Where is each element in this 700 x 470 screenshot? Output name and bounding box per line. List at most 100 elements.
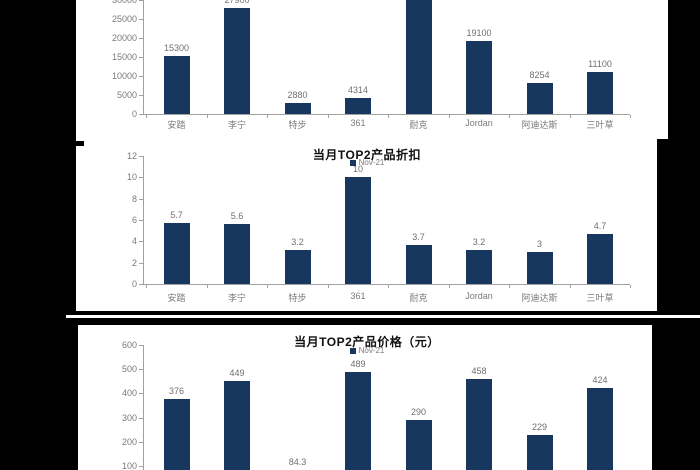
y-tick-mark: [139, 262, 143, 264]
bar-李宁: [224, 7, 250, 114]
x-tick-mark: [630, 285, 632, 288]
bar-item-5: [466, 379, 492, 470]
y-tick-mark: [139, 198, 143, 200]
category-label: 安踏: [167, 120, 186, 129]
bar-value-label: 4.7: [593, 220, 607, 231]
y-tick-label: 400: [121, 388, 137, 399]
bar-耐克: [405, 244, 432, 284]
stitch-dash: [74, 141, 84, 146]
category-label: 361: [350, 118, 366, 128]
category-label: 李宁: [227, 120, 246, 129]
y-tick-mark: [139, 57, 143, 58]
category-label: 耐克: [409, 293, 428, 302]
x-tick-mark: [327, 115, 329, 118]
bar-value-label: 3.2: [291, 236, 304, 247]
y-tick-label: 100: [121, 461, 137, 470]
y-tick-label: 6: [131, 214, 137, 225]
x-axis-line: [143, 284, 630, 285]
bar-361: [345, 97, 371, 114]
bar-value-label: 15300: [163, 42, 190, 53]
bar-value-label: 229: [531, 421, 548, 432]
x-tick-mark: [509, 285, 511, 288]
y-tick-mark: [139, 417, 143, 419]
price-chart-legend: Nov-21: [322, 346, 412, 355]
x-tick-mark: [146, 115, 148, 118]
bar-value-label: 84.3: [288, 457, 307, 468]
y-tick-mark: [139, 441, 143, 443]
bar-value-label: 5.6: [230, 211, 244, 222]
x-tick-mark: [267, 115, 269, 118]
y-tick-mark: [139, 241, 143, 243]
y-tick-mark: [139, 344, 143, 346]
bar-阿迪达斯: [526, 82, 553, 114]
category-label: 耐克: [409, 120, 428, 129]
y-tick-label: 300: [121, 412, 137, 423]
y-tick-mark: [139, 38, 143, 39]
bar-item-6: [526, 434, 553, 470]
bar-value-label: 2880: [287, 90, 308, 101]
x-tick-mark: [267, 285, 269, 288]
bar-value-label: 4314: [347, 84, 369, 95]
bar-安踏: [163, 55, 190, 114]
category-label: 三叶草: [586, 120, 614, 129]
discount-chart-legend: Nov-21: [322, 158, 412, 167]
y-tick-mark: [139, 114, 143, 115]
category-label: 特步: [288, 293, 307, 302]
y-tick-mark: [139, 219, 143, 221]
bar-value-label: 489: [350, 358, 366, 369]
y-axis-line: [143, 344, 144, 470]
bar-Jordan: [466, 41, 492, 114]
y-tick-mark: [139, 19, 143, 20]
bar-value-label: 5.7: [170, 210, 183, 221]
y-tick-label: 8: [131, 193, 137, 204]
x-tick-mark: [569, 115, 571, 118]
y-axis-line: [143, 0, 144, 114]
y-tick-label: 500: [121, 364, 137, 375]
bar-value-label: 449: [229, 368, 245, 379]
bar-耐克: [405, 0, 432, 114]
bar-value-label: 3: [536, 238, 542, 249]
y-tick-label: 10000: [111, 71, 137, 81]
price-chart-title: 当月TOP2产品价格（元）: [294, 335, 440, 349]
bar-item-4: [405, 420, 432, 470]
x-axis-line: [143, 114, 630, 115]
y-tick-label: 2: [131, 257, 137, 268]
y-tick-mark: [139, 466, 143, 468]
bar-阿迪达斯: [526, 251, 553, 284]
x-tick-mark: [206, 115, 208, 118]
bar-item-3: [345, 371, 371, 470]
y-tick-label: 0: [131, 279, 137, 289]
y-tick-label: 0: [131, 109, 137, 119]
x-tick-mark: [146, 285, 148, 288]
discount-chart-title: 当月TOP2产品折扣: [312, 148, 422, 162]
y-tick-mark: [139, 0, 143, 1]
bar-三叶草: [587, 233, 613, 284]
bar-三叶草: [587, 71, 613, 114]
bar-value-label: 424: [592, 374, 608, 385]
bar-特步: [284, 249, 311, 284]
category-label: 阿迪达斯: [521, 293, 558, 302]
y-tick-label: 20000: [111, 33, 137, 43]
x-tick-mark: [388, 285, 390, 288]
x-tick-mark: [448, 115, 450, 118]
category-label: Jordan: [465, 291, 493, 301]
bar-item-0: [163, 399, 190, 470]
x-tick-mark: [206, 285, 208, 288]
bar-value-label: 11100: [588, 58, 612, 69]
y-tick-label: 25000: [111, 14, 137, 24]
bar-item-1: [224, 381, 250, 470]
legend-marker-icon: [349, 159, 356, 166]
category-label: 阿迪达斯: [521, 120, 558, 129]
legend-label: Nov-21: [358, 158, 385, 167]
bar-安踏: [163, 223, 190, 284]
y-tick-mark: [139, 177, 143, 179]
y-tick-label: 4: [131, 236, 137, 247]
bar-value-label: 458: [471, 366, 487, 377]
bar-特步: [284, 103, 311, 114]
y-tick-mark: [139, 76, 143, 77]
divider-gap: [66, 315, 700, 318]
bar-value-label: 3.7: [412, 231, 425, 242]
y-tick-mark: [139, 284, 143, 285]
